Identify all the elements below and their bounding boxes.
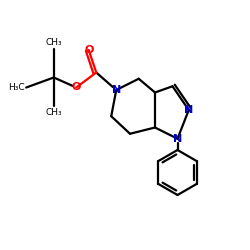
Text: N: N <box>112 85 121 95</box>
Text: H₃C: H₃C <box>8 83 24 92</box>
Text: N: N <box>173 134 182 144</box>
Text: CH₃: CH₃ <box>46 38 62 47</box>
Text: O: O <box>72 82 81 92</box>
Text: CH₃: CH₃ <box>46 108 62 117</box>
Text: O: O <box>84 45 94 55</box>
Text: N: N <box>184 105 194 115</box>
